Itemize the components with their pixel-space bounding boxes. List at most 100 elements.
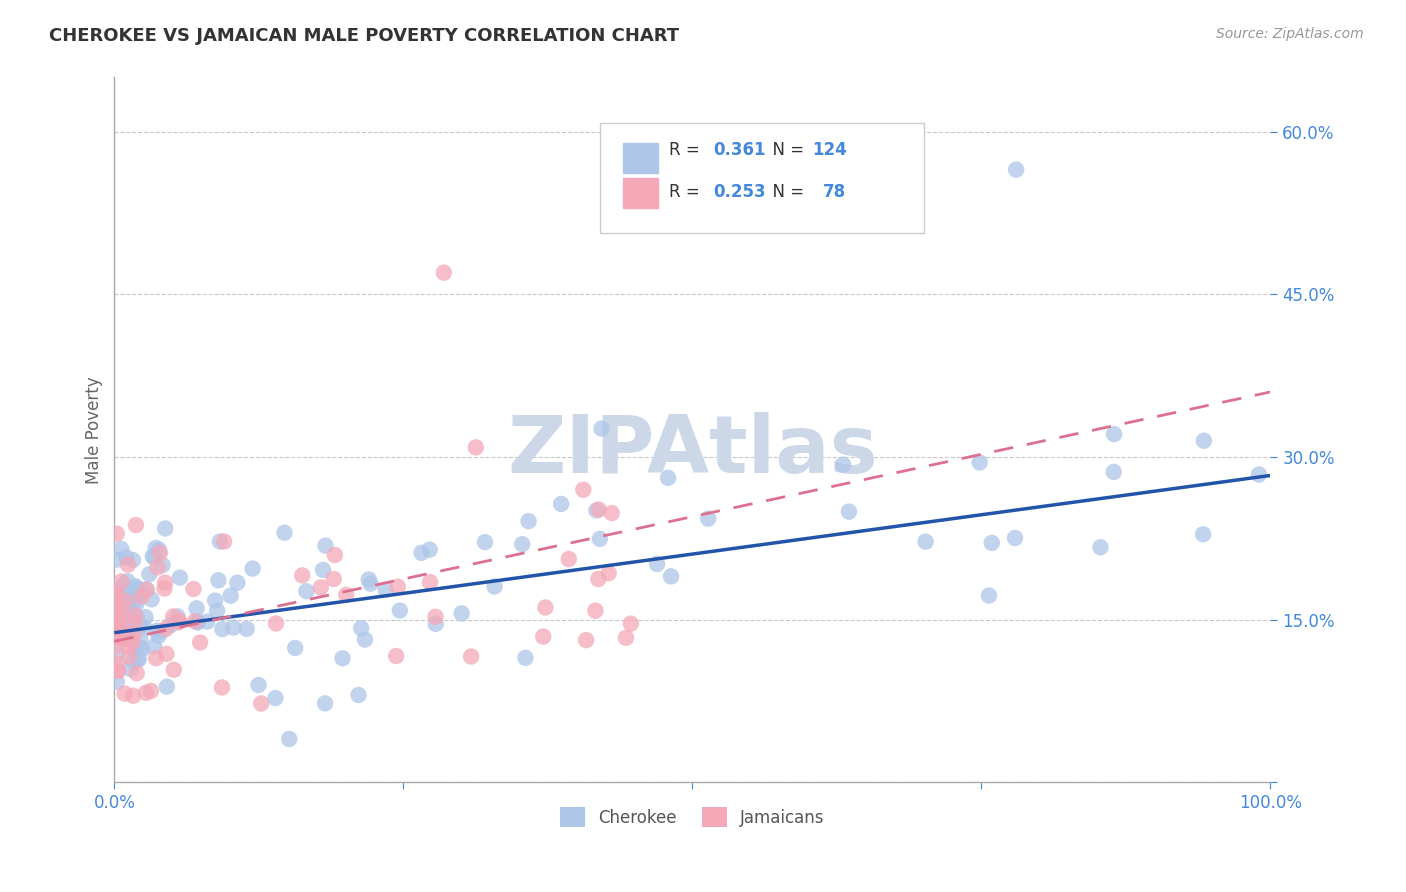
Point [425, 609, 447, 624]
Point [105, 583, 128, 598]
Point [114, 687, 136, 701]
Point [195, 615, 218, 629]
Point [832, 458, 855, 472]
Point [146, 624, 169, 638]
Point [155, 647, 177, 661]
Text: CHEROKEE VS JAMAICAN MALE POVERTY CORRELATION CHART: CHEROKEE VS JAMAICAN MALE POVERTY CORREL… [49, 27, 679, 45]
Point [118, 640, 141, 654]
Point [350, 621, 373, 635]
Point [534, 600, 557, 615]
Point [205, 604, 228, 618]
Point [128, 652, 150, 666]
Text: 0.361: 0.361 [713, 141, 766, 159]
Point [659, 569, 682, 583]
Point [155, 622, 177, 636]
Point [291, 568, 314, 582]
Point [153, 521, 176, 535]
Point [120, 607, 142, 622]
Point [105, 674, 128, 689]
Point [585, 503, 607, 517]
Point [122, 553, 145, 567]
Point [115, 550, 138, 565]
Point [188, 635, 211, 649]
Point [111, 595, 134, 609]
Point [143, 640, 166, 654]
Point [387, 580, 409, 594]
Point [1004, 531, 1026, 545]
Point [125, 582, 148, 596]
Point [591, 421, 613, 435]
Point [211, 681, 233, 695]
Text: 124: 124 [813, 141, 848, 159]
Text: N =: N = [762, 184, 810, 202]
Text: 78: 78 [823, 184, 846, 202]
Point [135, 582, 157, 597]
Point [169, 571, 191, 585]
Point [385, 648, 408, 663]
Point [212, 534, 235, 549]
Point [135, 686, 157, 700]
Point [107, 613, 129, 627]
Point [460, 649, 482, 664]
Text: Source: ZipAtlas.com: Source: ZipAtlas.com [1216, 27, 1364, 41]
Point [124, 615, 146, 630]
Point [464, 441, 486, 455]
Point [450, 607, 472, 621]
Point [122, 596, 145, 610]
Point [550, 497, 572, 511]
Point [620, 616, 643, 631]
Point [108, 620, 131, 634]
Point [153, 575, 176, 590]
Point [312, 563, 335, 577]
Point [124, 579, 146, 593]
Point [335, 588, 357, 602]
Legend: Cherokee, Jamaicans: Cherokee, Jamaicans [554, 800, 831, 834]
Point [122, 654, 145, 668]
Point [515, 650, 537, 665]
Point [110, 574, 132, 589]
Text: R =: R = [669, 141, 706, 159]
Point [572, 483, 595, 497]
Point [122, 618, 145, 632]
Point [284, 640, 307, 655]
Point [295, 584, 318, 599]
Text: ZIPAtlas: ZIPAtlas [508, 412, 877, 490]
Point [145, 651, 167, 665]
Point [105, 600, 128, 615]
Point [589, 532, 612, 546]
Point [484, 580, 506, 594]
Point [115, 602, 138, 616]
Point [114, 594, 136, 608]
Point [105, 623, 128, 637]
Point [388, 603, 411, 617]
Point [419, 542, 441, 557]
Point [129, 586, 152, 600]
Point [1102, 465, 1125, 479]
Point [142, 550, 165, 565]
Point [531, 630, 554, 644]
Point [105, 552, 128, 566]
Point [129, 640, 152, 655]
Point [105, 602, 128, 616]
Point [131, 590, 153, 604]
Point [187, 615, 209, 629]
Bar [623, 178, 658, 208]
Point [411, 546, 433, 560]
Point [354, 632, 377, 647]
Point [153, 582, 176, 596]
Point [425, 616, 447, 631]
Point [264, 616, 287, 631]
FancyBboxPatch shape [600, 123, 924, 233]
Point [129, 618, 152, 632]
Point [273, 525, 295, 540]
Bar [623, 143, 658, 173]
Point [250, 697, 273, 711]
Point [1005, 162, 1028, 177]
Point [242, 561, 264, 575]
Point [120, 632, 142, 647]
Point [139, 684, 162, 698]
Point [110, 607, 132, 622]
Point [183, 582, 205, 596]
Point [264, 691, 287, 706]
Point [347, 688, 370, 702]
